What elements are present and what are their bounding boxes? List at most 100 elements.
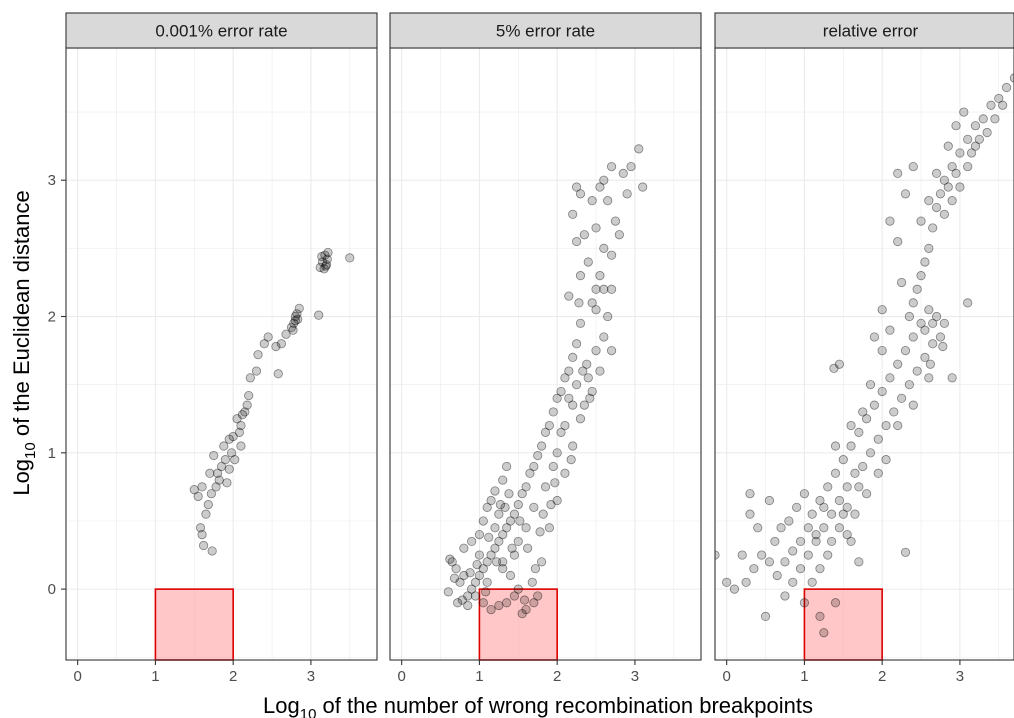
scatter-point bbox=[939, 209, 949, 219]
scatter-point bbox=[963, 134, 973, 144]
scatter-point bbox=[912, 366, 922, 376]
scatter-point bbox=[568, 441, 578, 451]
scatter-point bbox=[799, 489, 810, 499]
scatter-point bbox=[729, 584, 740, 594]
scatter-point bbox=[451, 564, 461, 574]
scatter-point bbox=[519, 595, 530, 605]
x-axes: 0 1 2 3 0 1 2 3 0 1 2 3 bbox=[73, 660, 964, 685]
scatter-point bbox=[271, 341, 281, 352]
scatter-points bbox=[189, 247, 355, 556]
scatter-point bbox=[535, 527, 545, 537]
panel-background bbox=[715, 48, 1014, 660]
scatter-point bbox=[321, 261, 331, 271]
scatter-point bbox=[881, 455, 891, 465]
scatter-point bbox=[568, 400, 578, 410]
scatter-point bbox=[970, 141, 981, 151]
scatter-point bbox=[749, 564, 759, 574]
scatter-point bbox=[827, 509, 837, 519]
scatter-point bbox=[502, 523, 512, 533]
scatter-point bbox=[240, 407, 250, 417]
scatter-point bbox=[819, 628, 829, 638]
scatter-point bbox=[846, 441, 856, 451]
scatter-point bbox=[564, 291, 574, 301]
scatter-point bbox=[319, 264, 329, 274]
scatter-point bbox=[494, 536, 504, 547]
scatter-point bbox=[560, 420, 570, 431]
scatter-point bbox=[220, 455, 230, 465]
scatter-point bbox=[259, 339, 269, 349]
scatter-point bbox=[807, 509, 817, 519]
panel-background bbox=[390, 48, 701, 660]
scatter-point bbox=[509, 509, 520, 519]
scatter-point bbox=[764, 557, 775, 567]
scatter-point bbox=[276, 339, 286, 349]
scatter-point bbox=[517, 489, 527, 499]
scatter-point bbox=[533, 450, 543, 461]
scatter-point bbox=[803, 523, 813, 533]
scatter-point bbox=[900, 547, 911, 557]
scatter-point bbox=[244, 390, 254, 401]
scatter-point bbox=[459, 570, 469, 581]
scatter-point bbox=[618, 168, 628, 178]
scatter-point bbox=[505, 516, 516, 526]
scatter-point bbox=[445, 554, 455, 564]
scatter-point bbox=[571, 182, 582, 192]
scatter-point bbox=[846, 420, 856, 431]
facet-strip bbox=[714, 12, 1014, 49]
scatter-point bbox=[467, 536, 477, 547]
scatter-point bbox=[494, 600, 504, 611]
panel-grid bbox=[390, 48, 701, 660]
scatter-point bbox=[873, 434, 883, 444]
scatter-point bbox=[858, 461, 868, 472]
scatter-point bbox=[515, 516, 525, 526]
scatter-point bbox=[556, 427, 566, 437]
x-tick-label: 1 bbox=[151, 668, 159, 685]
scatter-point bbox=[955, 182, 965, 192]
scatter-point bbox=[854, 557, 864, 567]
scatter-point bbox=[517, 609, 527, 619]
scatter-point bbox=[877, 386, 887, 397]
scatter-point bbox=[470, 577, 481, 587]
scatter-point bbox=[566, 455, 576, 465]
scatter-point bbox=[947, 161, 957, 172]
scatter-point bbox=[722, 577, 732, 587]
x-tick-label: 3 bbox=[631, 668, 639, 685]
panel-3: relative error bbox=[714, 12, 1014, 661]
scatter-point bbox=[846, 536, 856, 547]
x-tick-label: 0 bbox=[73, 668, 81, 685]
scatter-point bbox=[780, 557, 790, 567]
scatter-point bbox=[1001, 82, 1012, 93]
scatter-point bbox=[482, 577, 492, 587]
scatter-point bbox=[564, 393, 574, 403]
scatter-point bbox=[320, 250, 330, 260]
scatter-point bbox=[819, 502, 829, 512]
scatter-point bbox=[575, 414, 586, 424]
scatter-point bbox=[230, 455, 240, 465]
scatter-point bbox=[525, 468, 535, 478]
scatter-point bbox=[626, 161, 636, 172]
scatter-point bbox=[776, 523, 786, 533]
scatter-point bbox=[574, 298, 584, 308]
scatter-point bbox=[998, 100, 1008, 110]
scatter-point bbox=[943, 141, 953, 151]
scatter-point bbox=[931, 311, 942, 322]
x-tick-label: 3 bbox=[956, 668, 964, 685]
scatter-point bbox=[498, 564, 508, 574]
scatter-point bbox=[236, 441, 246, 451]
scatter-point bbox=[529, 502, 539, 512]
scatter-point bbox=[959, 107, 969, 117]
scatter-point bbox=[938, 341, 948, 352]
scatter-point bbox=[228, 431, 238, 442]
scatter-point bbox=[544, 420, 554, 431]
scatter-point bbox=[830, 468, 841, 478]
scatter-point bbox=[881, 420, 891, 431]
scatter-point bbox=[893, 359, 903, 369]
scatter-point bbox=[587, 298, 597, 308]
scatter-point bbox=[928, 318, 938, 328]
scatter-point bbox=[834, 359, 845, 369]
scatter-point bbox=[498, 557, 508, 567]
scatter-point bbox=[599, 284, 609, 294]
scatter-point bbox=[896, 277, 907, 288]
scatter-point bbox=[924, 305, 934, 315]
scatter-point bbox=[482, 502, 492, 512]
